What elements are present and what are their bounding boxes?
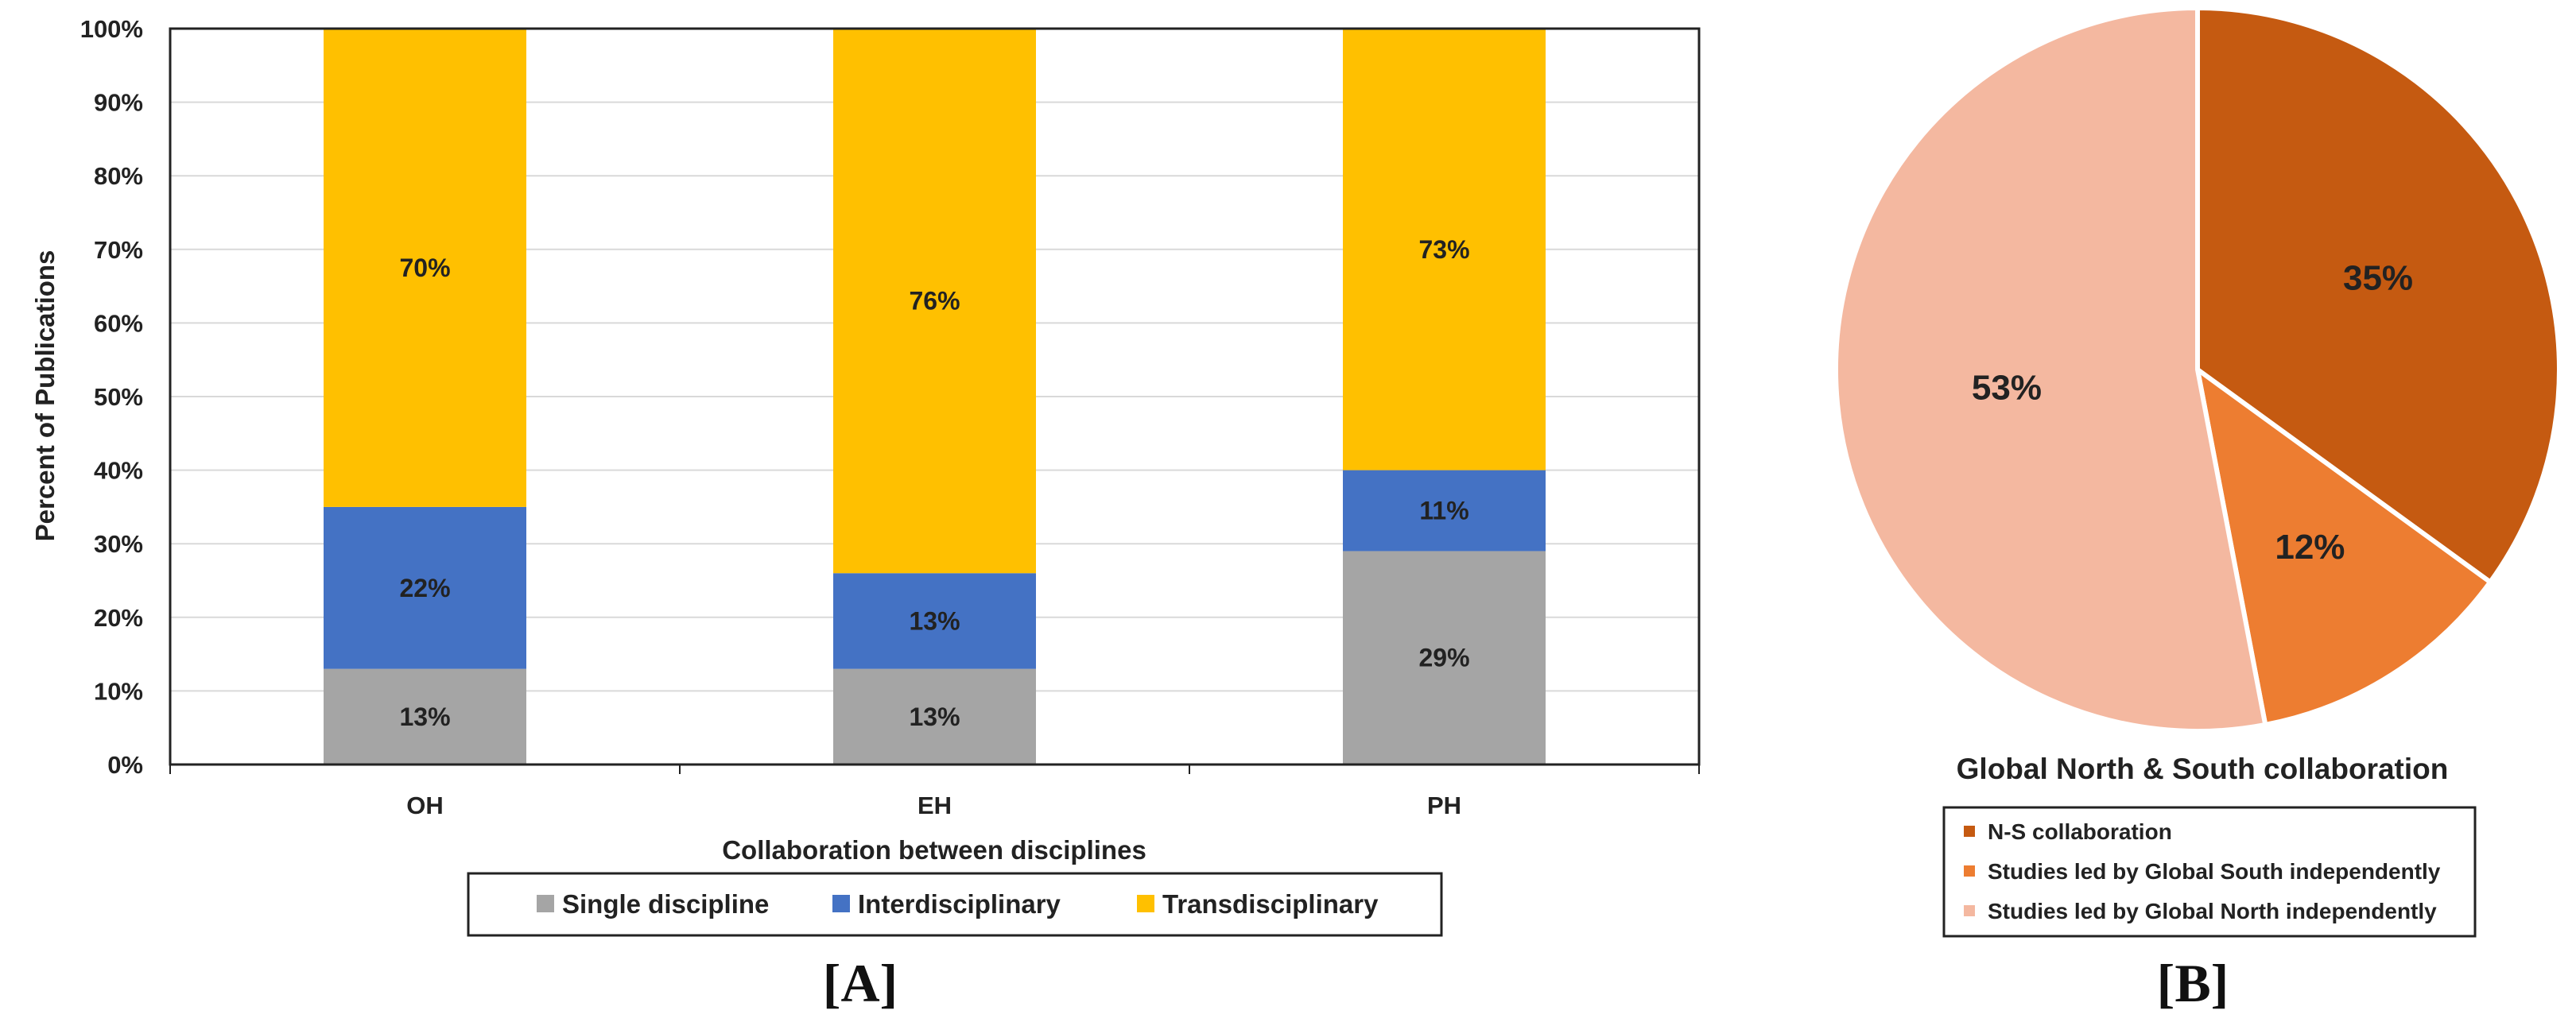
x-axis-title: Collaboration between disciplines [722,835,1146,865]
bar-value-label: 13% [909,703,960,731]
pie-slice [2195,6,2562,585]
y-axis-ticks: 0% 10% 20% 30% 40% 50% 60% 70% 80% 90% 100% [80,15,143,779]
bar-segment [324,506,526,669]
bar-segment [833,573,1036,669]
bar-value-label: 73% [1418,235,1469,264]
y-tick-label: 50% [94,383,143,411]
legend-swatch [1964,905,1975,916]
pie-slice [1833,6,2268,734]
pie-slices [1833,6,2562,734]
legend-swatch [1964,826,1975,837]
legend-swatch [832,895,850,912]
y-tick-label: 30% [94,530,143,558]
bar-value-label: 13% [909,606,960,635]
legend-label: N-S collaboration [1988,819,2172,844]
y-tick-label: 90% [94,89,143,117]
y-tick-label: 10% [94,677,143,705]
pie-labels: 35% 12% 53% [1972,258,2413,566]
legend-swatch [1964,865,1975,877]
plot-frame [169,27,1701,766]
stacked-bar-chart: 0% 10% 20% 30% 40% 50% 60% 70% 80% 90% 100% 13% 22%… [30,15,1701,1013]
pie-value-label: 53% [1972,369,2042,408]
bar-value-label: 29% [1418,644,1469,672]
pie-slice [2195,367,2493,727]
legend-label: Interdisciplinary [858,889,1061,919]
legend-box [467,872,1443,937]
y-tick-label: 40% [94,457,143,485]
x-tick-label: PH [1427,792,1461,819]
y-tick-label: 100% [80,15,143,43]
panel-label-b: [B] [2157,953,2229,1013]
x-tick-label: OH [406,792,444,819]
bar-legend: Single discipline Interdisciplinary Transd… [467,872,1443,937]
pie-value-label: 35% [2343,258,2413,297]
x-tick-label: EH [918,792,952,819]
y-tick-label: 70% [94,236,143,264]
pie-legend: N-S collaboration Studies led by Global S… [1942,806,2477,938]
legend-label: Studies led by Global North independentl… [1988,899,2437,923]
legend-box [1942,806,2477,938]
legend-label: Studies led by Global South independentl… [1988,859,2441,884]
bar-value-label: 11% [1419,497,1468,525]
legend-label: Single discipline [562,889,769,919]
bars: 13% 22% 70% 13% 13% 76% 29% 11% 73% [324,29,1546,765]
bar-segment [1343,29,1546,470]
y-tick-label: 80% [94,162,143,190]
y-axis-title: Percent of Publications [30,250,60,542]
bar-segment [324,29,526,507]
bar-value-label: 70% [399,254,450,282]
y-tick-label: 0% [107,751,143,779]
pie-chart: 35% 12% 53% Global North & South collabora… [1833,6,2562,1013]
bar-segment [833,668,1036,765]
bar-value-label: 13% [399,703,450,731]
panel-label-a: [A] [823,953,898,1013]
pie-title: Global North & South collaboration [1957,753,2449,785]
legend-swatch [1137,895,1154,912]
bar-segment [1343,551,1546,765]
legend-label: Transdisciplinary [1162,889,1379,919]
pie-value-label: 12% [2275,528,2345,567]
bar-value-label: 22% [399,574,450,602]
bar-value-label: 76% [909,287,960,316]
x-axis-ticks: OH EH PH [169,765,1700,819]
bar-segment [1343,470,1546,552]
y-tick-label: 20% [94,604,143,632]
y-tick-label: 60% [94,309,143,337]
legend-swatch [537,895,554,912]
bar-segment [324,668,526,765]
bar-segment [833,29,1036,574]
